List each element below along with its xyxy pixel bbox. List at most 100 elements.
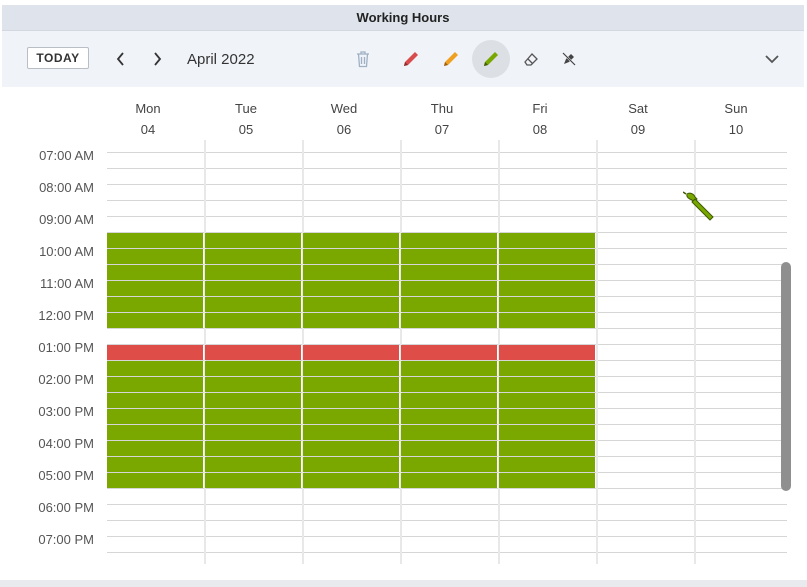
pencil-orange-tool-button[interactable]	[432, 40, 470, 78]
working-slot[interactable]	[499, 233, 595, 248]
working-slot[interactable]	[401, 265, 497, 280]
break-slot[interactable]	[303, 345, 399, 360]
working-slot[interactable]	[107, 441, 203, 456]
working-slot[interactable]	[401, 441, 497, 456]
working-slot[interactable]	[107, 425, 203, 440]
working-slot[interactable]	[107, 281, 203, 296]
collapse-button[interactable]	[762, 49, 782, 69]
working-slot[interactable]	[499, 313, 595, 328]
working-slot[interactable]	[107, 393, 203, 408]
working-slot[interactable]	[303, 425, 399, 440]
working-slot[interactable]	[499, 441, 595, 456]
working-slot[interactable]	[303, 281, 399, 296]
working-slot[interactable]	[107, 265, 203, 280]
working-slot[interactable]	[205, 473, 301, 488]
break-slot[interactable]	[205, 345, 301, 360]
time-label: 06:00 PM	[38, 500, 94, 515]
no-paint-icon	[562, 52, 576, 66]
working-slot[interactable]	[107, 249, 203, 264]
working-slot[interactable]	[499, 297, 595, 312]
working-slot[interactable]	[499, 425, 595, 440]
day-name: Sun	[724, 101, 748, 116]
working-slot[interactable]	[401, 393, 497, 408]
working-slot[interactable]	[205, 265, 301, 280]
working-slot[interactable]	[499, 377, 595, 392]
working-slot[interactable]	[303, 361, 399, 376]
working-slot[interactable]	[205, 281, 301, 296]
break-slot[interactable]	[107, 345, 203, 360]
working-slot[interactable]	[303, 265, 399, 280]
working-slot[interactable]	[401, 473, 497, 488]
working-slot[interactable]	[401, 281, 497, 296]
working-slot[interactable]	[107, 457, 203, 472]
working-slot[interactable]	[303, 297, 399, 312]
today-button[interactable]: TODAY	[27, 47, 89, 69]
day-header-sun: Sun 10	[687, 98, 785, 140]
working-slot[interactable]	[205, 393, 301, 408]
working-slot[interactable]	[303, 409, 399, 424]
working-slot[interactable]	[401, 233, 497, 248]
working-slot[interactable]	[107, 377, 203, 392]
working-slot[interactable]	[303, 233, 399, 248]
day-header-sat: Sat 09	[589, 98, 687, 140]
working-slot[interactable]	[401, 313, 497, 328]
working-slot[interactable]	[303, 457, 399, 472]
grid-line	[107, 312, 787, 313]
previous-week-button[interactable]	[112, 49, 130, 69]
working-slot[interactable]	[401, 457, 497, 472]
working-slot[interactable]	[499, 265, 595, 280]
break-slot[interactable]	[499, 345, 595, 360]
working-slot[interactable]	[107, 361, 203, 376]
working-slot[interactable]	[303, 393, 399, 408]
schedule-grid[interactable]	[107, 140, 787, 564]
day-number: 04	[140, 122, 156, 137]
grid-line	[107, 360, 787, 361]
day-header-thu: Thu 07	[393, 98, 491, 140]
working-slot[interactable]	[303, 441, 399, 456]
pencil-green-tool-button[interactable]	[472, 40, 510, 78]
working-slot[interactable]	[107, 313, 203, 328]
working-slot[interactable]	[401, 361, 497, 376]
working-slot[interactable]	[107, 473, 203, 488]
working-slot[interactable]	[205, 233, 301, 248]
working-slot[interactable]	[205, 249, 301, 264]
eraser-tool-button[interactable]	[512, 40, 550, 78]
grid-line	[107, 520, 787, 521]
working-slot[interactable]	[401, 249, 497, 264]
working-slot[interactable]	[303, 473, 399, 488]
working-slot[interactable]	[499, 361, 595, 376]
working-slot[interactable]	[205, 409, 301, 424]
working-slot[interactable]	[499, 457, 595, 472]
working-slot[interactable]	[205, 313, 301, 328]
next-week-button[interactable]	[148, 49, 166, 69]
working-slot[interactable]	[401, 377, 497, 392]
grid-line	[107, 472, 787, 473]
vertical-scrollbar[interactable]	[781, 262, 791, 491]
break-slot[interactable]	[401, 345, 497, 360]
working-slot[interactable]	[499, 409, 595, 424]
working-slot[interactable]	[303, 249, 399, 264]
working-slot[interactable]	[107, 409, 203, 424]
working-slot[interactable]	[205, 425, 301, 440]
clear-paint-tool-button[interactable]	[550, 40, 588, 78]
working-slot[interactable]	[205, 297, 301, 312]
working-slot[interactable]	[401, 425, 497, 440]
working-slot[interactable]	[205, 377, 301, 392]
working-slot[interactable]	[205, 441, 301, 456]
working-slot[interactable]	[303, 377, 399, 392]
working-slot[interactable]	[107, 297, 203, 312]
working-slot[interactable]	[499, 473, 595, 488]
working-slot[interactable]	[499, 281, 595, 296]
working-slot[interactable]	[499, 393, 595, 408]
window-title-bar: Working Hours	[2, 5, 804, 31]
working-slot[interactable]	[205, 361, 301, 376]
working-slot[interactable]	[303, 313, 399, 328]
working-slot[interactable]	[205, 457, 301, 472]
grid-line	[107, 504, 787, 505]
pencil-red-tool-button[interactable]	[392, 40, 430, 78]
working-slot[interactable]	[499, 249, 595, 264]
working-slot[interactable]	[107, 233, 203, 248]
working-slot[interactable]	[401, 409, 497, 424]
delete-tool-button[interactable]	[344, 40, 382, 78]
working-slot[interactable]	[401, 297, 497, 312]
